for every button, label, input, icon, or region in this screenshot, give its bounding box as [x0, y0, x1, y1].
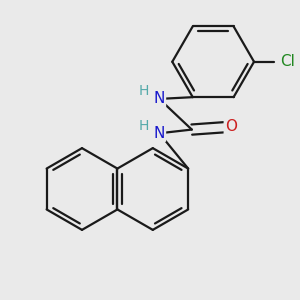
Text: O: O [225, 119, 237, 134]
Text: H: H [138, 119, 149, 133]
Text: N: N [154, 92, 165, 106]
Text: Cl: Cl [280, 54, 295, 69]
Text: H: H [138, 85, 149, 98]
Text: N: N [154, 126, 165, 141]
